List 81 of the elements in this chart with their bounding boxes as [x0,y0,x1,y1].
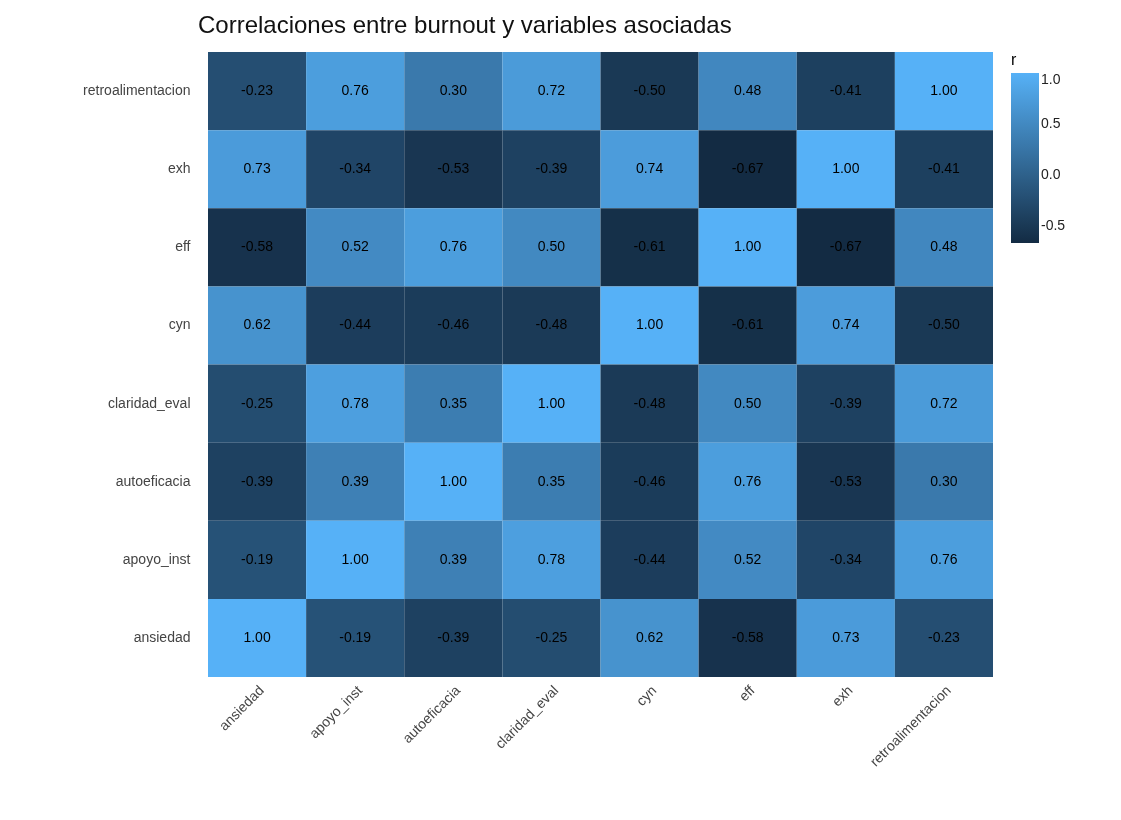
data-label: 0.76 [930,550,958,567]
data-label: -0.46 [633,472,666,489]
data-label: 0.72 [537,82,566,99]
data-label: -0.58 [731,628,764,645]
data-label: -0.39 [829,394,862,411]
data-label: 0.73 [832,628,860,645]
data-label: -0.48 [535,316,568,333]
data-label: 0.35 [537,472,566,489]
x-tick-label: cyn [632,682,660,709]
data-label: -0.61 [731,316,764,333]
data-label: -0.34 [339,160,372,177]
data-label: 0.52 [341,238,370,255]
data-label: 0.76 [341,82,370,99]
data-label: 1.00 [930,82,958,99]
data-label: -0.19 [241,550,274,567]
data-label: 1.00 [832,160,860,177]
data-label: 1.00 [341,550,370,567]
y-tick-label: exh [167,160,191,177]
data-label: 0.50 [734,394,762,411]
data-label: 0.72 [930,394,958,411]
data-label: 1.00 [439,472,468,489]
data-label: 0.62 [635,628,664,645]
data-label: -0.44 [633,550,666,567]
data-label: 0.74 [635,160,664,177]
y-tick-label: eff [175,238,191,255]
data-label: -0.67 [829,238,862,255]
y-tick-label: ansiedad [133,628,191,645]
data-label: -0.19 [339,628,372,645]
data-label: -0.39 [535,160,568,177]
data-label: 0.52 [734,550,762,567]
data-label: 0.39 [341,472,370,489]
data-label: -0.50 [927,316,961,333]
data-label: -0.34 [829,550,862,567]
data-label: 0.39 [439,550,468,567]
data-label: -0.23 [241,82,274,99]
chart-title: Correlaciones entre burnout y variables asociadas [198,11,732,38]
x-tick-label: exh [828,682,856,710]
data-label: -0.23 [927,628,961,645]
data-label: -0.53 [829,472,862,489]
data-label: 0.78 [341,394,370,411]
data-label: 0.30 [930,472,958,489]
data-label: 1.00 [635,316,664,333]
y-tick-label: autoeficacia [115,472,191,489]
data-label: 0.50 [537,238,566,255]
data-label: 0.30 [439,82,468,99]
data-label: 0.35 [439,394,468,411]
y-tick-label: retroalimentacion [83,82,191,99]
data-label: -0.39 [437,628,470,645]
data-label: -0.48 [633,394,666,411]
x-tick-label: eff [735,682,758,705]
data-label: 0.73 [243,160,271,177]
data-label: -0.58 [241,238,274,255]
y-tick-label: cyn [168,316,191,333]
color-bar-label: 0.0 [1041,165,1061,182]
y-tick-label: apoyo_inst [122,550,191,567]
data-label: 0.76 [439,238,468,255]
data-label: 0.62 [243,316,271,333]
data-label: 0.76 [734,472,762,489]
data-label: -0.25 [535,628,568,645]
data-label: 0.48 [734,82,762,99]
data-label: -0.67 [731,160,764,177]
data-label: -0.25 [241,394,274,411]
data-label: 1.00 [537,394,566,411]
color-bar-label: 1.0 [1041,71,1061,87]
color-bar-label: 0.5 [1041,114,1061,131]
legend-title: r [1011,51,1017,68]
data-label: -0.39 [241,472,274,489]
data-label: 0.74 [832,316,860,333]
y-tick-label: claridad_eval [108,394,191,411]
color-bar-label: -0.5 [1041,216,1066,233]
data-label: 0.78 [537,550,566,567]
data-label: 1.00 [243,628,271,645]
data-label: -0.50 [633,82,666,99]
data-label: -0.41 [829,82,862,99]
data-label: -0.44 [339,316,372,333]
data-label: 1.00 [734,238,762,255]
data-label: -0.46 [437,316,470,333]
data-label: 0.48 [930,238,958,255]
data-label: -0.53 [437,160,470,177]
data-label: -0.41 [927,160,961,177]
data-label: -0.61 [633,238,666,255]
